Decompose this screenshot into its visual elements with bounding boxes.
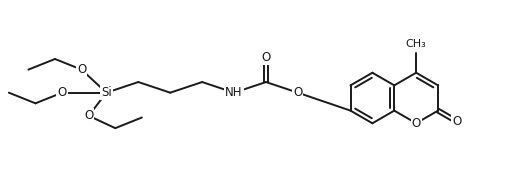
Text: NH: NH: [226, 86, 243, 99]
Text: O: O: [452, 115, 461, 128]
Text: CH₃: CH₃: [406, 39, 427, 49]
Text: O: O: [293, 86, 303, 99]
Text: Si: Si: [101, 86, 112, 99]
Text: O: O: [412, 117, 421, 130]
Text: O: O: [261, 51, 271, 64]
Text: O: O: [57, 86, 66, 99]
Text: O: O: [77, 63, 86, 76]
Text: O: O: [84, 109, 93, 122]
